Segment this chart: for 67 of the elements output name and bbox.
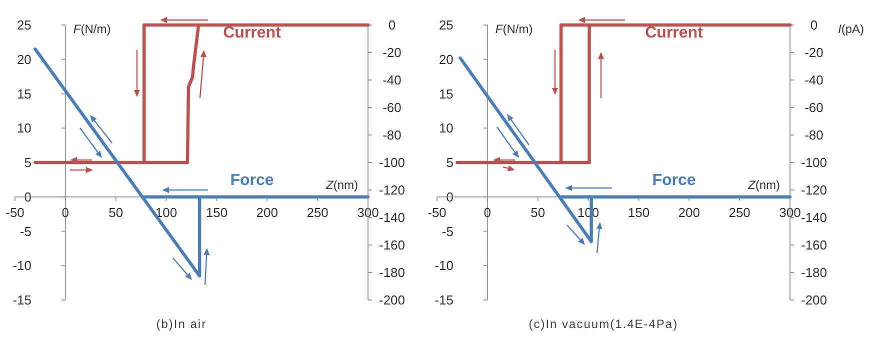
y-tick-label: 5: [446, 155, 454, 170]
y-tick-label: 20: [16, 52, 32, 67]
x-tick-label: 0: [62, 204, 70, 220]
text: (c)In vacuum(1.4E-4Pa): [528, 317, 678, 331]
y2-tick-label: -80: [382, 128, 402, 143]
y2-tick-label: -40: [382, 72, 402, 88]
y2-tick-label: 0: [388, 18, 396, 33]
y2-tick-label: -40: [804, 72, 824, 88]
series-label: Current: [223, 24, 282, 42]
x-tick-label: 0: [484, 204, 492, 220]
y-tick-label: 10: [438, 120, 454, 136]
y-tick-label: -15: [12, 292, 32, 308]
y-tick-label: -15: [434, 292, 454, 308]
y2-tick-label: -140: [800, 210, 828, 226]
y-tick-label: 10: [16, 120, 32, 136]
y2-tick-label: 0: [810, 18, 818, 33]
x-axis-title: Z(nm): [324, 178, 358, 192]
x-tick-label: -50: [6, 204, 24, 220]
y2-tick-label: -80: [804, 128, 824, 143]
y2-tick-label: -160: [378, 238, 406, 253]
x-tick-label: 200: [678, 204, 700, 220]
y2-tick-label: -20: [804, 45, 824, 60]
y-tick-label: 25: [438, 18, 454, 33]
y-tick-label: 15: [16, 86, 32, 102]
y2-axis-title: I(pA): [838, 22, 864, 36]
x-tick-label: 150: [628, 204, 650, 220]
y2-tick-label: -120: [378, 182, 406, 198]
y2-tick-label: -160: [800, 238, 828, 253]
series-label: Current: [645, 24, 704, 42]
y2-tick-label: -180: [800, 265, 828, 280]
y2-tick-label: -200: [378, 292, 406, 308]
y-tick-label: 25: [16, 18, 32, 33]
y-tick-label: 5: [24, 155, 32, 170]
x-tick-label: 300: [357, 204, 379, 220]
y2-tick-label: -20: [382, 45, 402, 60]
y2-tick-label: -120: [800, 182, 828, 198]
x-tick-label: 150: [206, 204, 228, 220]
legend-label: Force: [230, 172, 274, 190]
x-tick-label: 50: [108, 204, 124, 220]
y-tick-label: -10: [434, 258, 454, 274]
y-axis-title: F(N/m): [73, 22, 111, 36]
y-tick-label: -5: [442, 224, 454, 239]
y2-tick-label: -100: [800, 155, 828, 170]
x-axis-title: Z(nm): [746, 178, 780, 192]
x-tick-label: 300: [779, 204, 801, 220]
y-axis-title: F(N/m): [495, 22, 533, 36]
y-tick-label: 15: [438, 86, 454, 102]
y2-tick-label: -180: [378, 265, 406, 280]
x-tick-label: -50: [428, 204, 446, 220]
x-tick-label: 100: [155, 204, 178, 220]
y2-tick-label: -60: [382, 100, 402, 116]
y2-tick-label: -100: [378, 155, 406, 170]
y2-tick-label: -200: [800, 292, 828, 308]
y-tick-label: 20: [438, 52, 454, 67]
x-tick-label: 200: [256, 204, 278, 220]
text: (b)In air: [156, 317, 207, 331]
y-tick-label: 0: [446, 189, 454, 204]
x-tick-label: 50: [530, 204, 546, 220]
series-label: Force: [652, 172, 696, 190]
x-tick-label: 250: [728, 204, 750, 220]
y-tick-label: -10: [12, 258, 32, 274]
x-tick-label: 250: [306, 204, 328, 220]
y-tick-label: -5: [20, 224, 32, 239]
y2-tick-label: -60: [804, 100, 824, 116]
y-tick-label: 0: [24, 189, 32, 204]
line-series: [34, 23, 370, 164]
y2-tick-label: -140: [378, 210, 406, 226]
